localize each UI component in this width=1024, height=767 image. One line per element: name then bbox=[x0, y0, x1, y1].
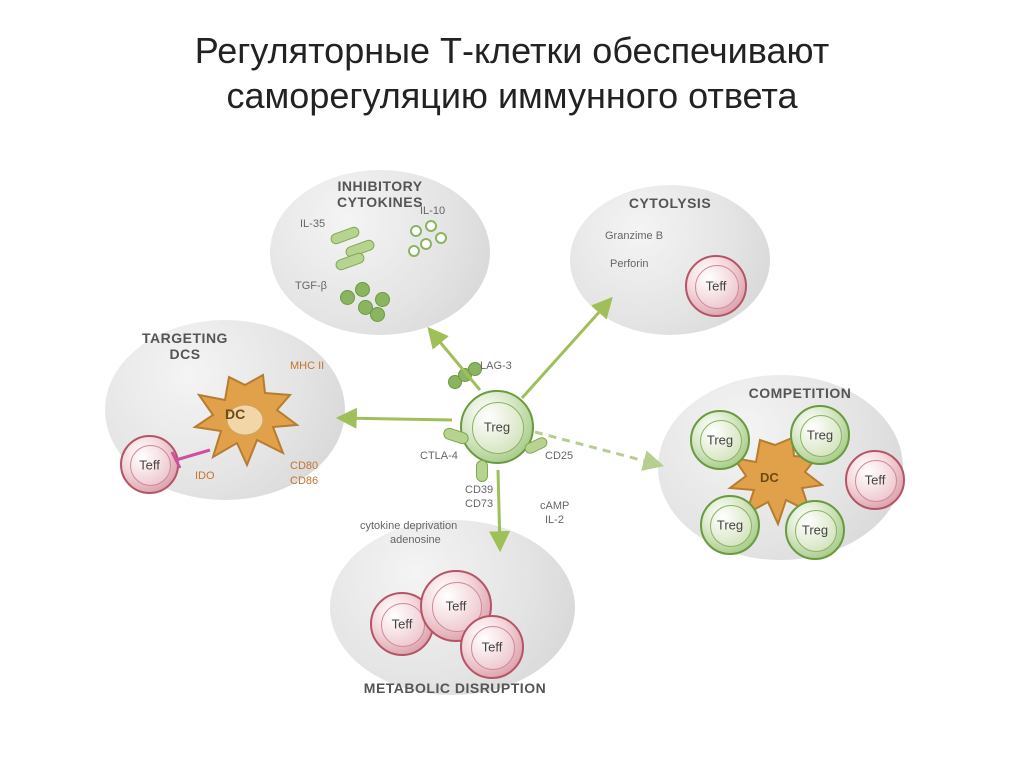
title-line1: Регуляторные Т-клетки обеспечиваютсаморе… bbox=[195, 30, 829, 116]
cell-treg-central: Treg bbox=[460, 390, 534, 464]
label-camp: cAMP bbox=[540, 500, 569, 512]
label-cd25: CD25 bbox=[545, 450, 573, 462]
label-competition: COMPETITION bbox=[740, 385, 860, 401]
il10-d2 bbox=[425, 220, 437, 232]
comp-treg-4: Treg bbox=[785, 500, 845, 560]
comp-treg-2l: Treg bbox=[792, 428, 848, 443]
tgfb-d5 bbox=[370, 307, 385, 322]
comp-treg-4l: Treg bbox=[787, 523, 843, 538]
label-targeting: TARGETING DCS bbox=[125, 330, 245, 362]
comp-treg-2: Treg bbox=[790, 405, 850, 465]
tgfb-d1 bbox=[340, 290, 355, 305]
label-tgfb: TGF-β bbox=[295, 280, 327, 292]
comp-treg-1: Treg bbox=[690, 410, 750, 470]
targeting-teff: Teff bbox=[120, 435, 179, 494]
cell-treg-central-label: Treg bbox=[462, 420, 532, 435]
label-il10: IL-10 bbox=[420, 205, 445, 217]
label-perforin: Perforin bbox=[610, 258, 649, 270]
label-granzime: Granzime B bbox=[605, 230, 663, 242]
il10-d4 bbox=[435, 232, 447, 244]
label-lag3: LAG-3 bbox=[480, 360, 512, 372]
tgfb-d3 bbox=[355, 282, 370, 297]
label-metabolic: METABOLIC DISRUPTION bbox=[355, 680, 555, 696]
comp-teff: Teff bbox=[845, 450, 905, 510]
label-cd80: CD80 bbox=[290, 460, 318, 472]
label-adenosine: adenosine bbox=[390, 534, 441, 546]
cytolysis-teff-label: Teff bbox=[687, 279, 745, 294]
targeting-teff-label: Teff bbox=[122, 457, 177, 472]
label-il35: IL-35 bbox=[300, 218, 325, 230]
label-cytokdep: cytokine deprivation bbox=[360, 520, 457, 532]
cd39-receptor bbox=[476, 460, 488, 482]
label-il2: IL-2 bbox=[545, 514, 564, 526]
page-title: Регуляторные Т-клетки обеспечиваютсаморе… bbox=[0, 28, 1024, 118]
label-cytolysis: CYTOLYSIS bbox=[610, 195, 730, 211]
competition-dc-label: DC bbox=[760, 470, 779, 485]
il10-d1 bbox=[410, 225, 422, 237]
targeting-dc-label: DC bbox=[225, 406, 245, 422]
comp-treg-1l: Treg bbox=[692, 433, 748, 448]
tgfb-d4 bbox=[375, 292, 390, 307]
label-ido: IDO bbox=[195, 470, 215, 482]
met-teff-2l: Teff bbox=[422, 599, 490, 614]
label-cd73: CD73 bbox=[465, 498, 493, 510]
label-cd39: CD39 bbox=[465, 484, 493, 496]
comp-teff-l: Teff bbox=[847, 473, 903, 488]
label-ctla4: CTLA-4 bbox=[420, 450, 458, 462]
il10-d3 bbox=[420, 238, 432, 250]
comp-treg-3: Treg bbox=[700, 495, 760, 555]
label-mhc2: MHC II bbox=[290, 360, 324, 372]
slide: Регуляторные Т-клетки обеспечиваютсаморе… bbox=[0, 0, 1024, 767]
met-teff-3: Teff bbox=[460, 615, 524, 679]
label-cd86: CD86 bbox=[290, 475, 318, 487]
comp-treg-3l: Treg bbox=[702, 518, 758, 533]
cytolysis-teff: Teff bbox=[685, 255, 747, 317]
met-teff-3l: Teff bbox=[462, 640, 522, 655]
il10-d5 bbox=[408, 245, 420, 257]
